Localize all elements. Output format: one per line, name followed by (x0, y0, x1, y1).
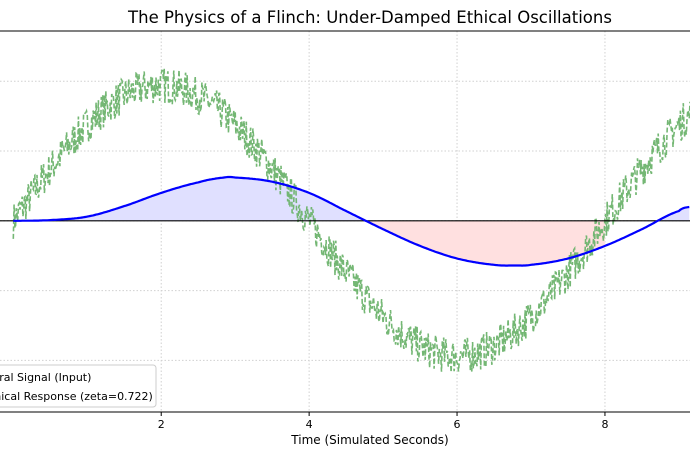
response-fills (13, 176, 690, 266)
x-ticks: 2 4 6 8 (158, 412, 608, 431)
legend-box (0, 364, 157, 408)
legend-label-signal: Moral Signal (Input) (0, 371, 91, 384)
x-axis-label: Time (Simulated Seconds) (290, 433, 448, 447)
legend: Moral Signal (Input) Ethical Response (z… (0, 364, 157, 408)
moral-signal-line (12, 68, 690, 373)
legend-label-response: Ethical Response (zeta=0.722) (0, 390, 153, 403)
negative-response-fill (366, 220, 605, 266)
x-tick-label: 6 (454, 418, 461, 431)
moral-signal-series (12, 68, 690, 373)
chart-title: The Physics of a Flinch: Under-Damped Et… (127, 8, 612, 27)
positive-response-fill (13, 176, 690, 222)
x-tick-label: 8 (601, 418, 608, 431)
x-tick-label: 4 (306, 418, 313, 431)
ethical-response-series (13, 175, 690, 267)
x-tick-label: 2 (158, 418, 165, 431)
ethical-response-line (13, 175, 690, 267)
